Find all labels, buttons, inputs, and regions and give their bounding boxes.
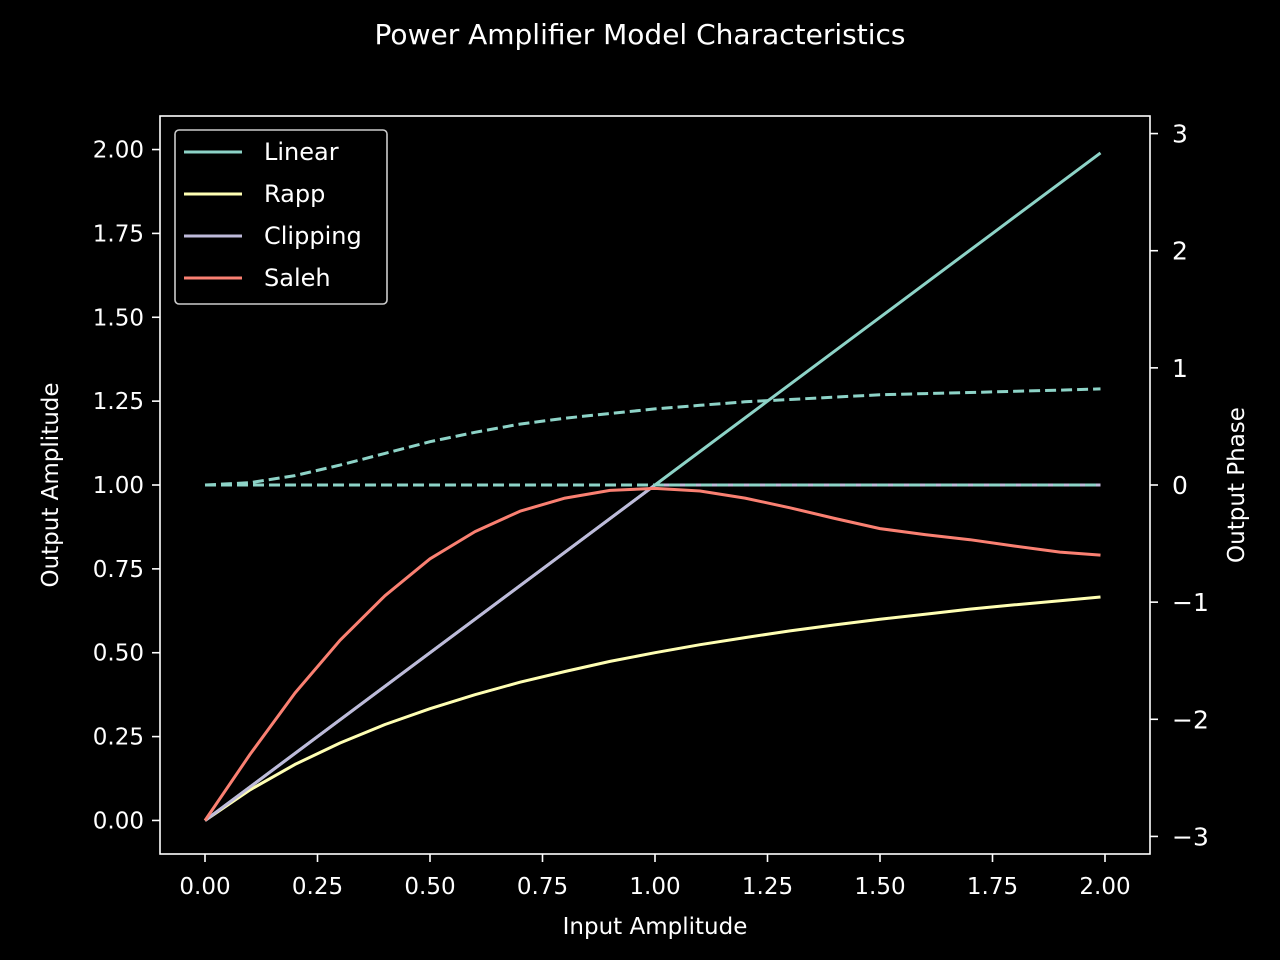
y-tick-label: 0.00 — [93, 808, 144, 834]
y2-tick-label: 0 — [1172, 471, 1188, 500]
x-tick-label: 2.00 — [1079, 874, 1130, 900]
x-tick-label: 1.00 — [629, 874, 680, 900]
y2-tick-label: −3 — [1172, 822, 1209, 851]
y-axis-right: −3 −2 −1 0 1 2 3 — [1150, 120, 1209, 851]
x-tick-label: 1.50 — [854, 874, 905, 900]
legend-label: Saleh — [264, 264, 331, 292]
legend-box — [174, 129, 388, 305]
x-tick-label: 0.75 — [517, 874, 568, 900]
y-tick-label: 0.25 — [93, 725, 144, 751]
series-layer — [203, 151, 1102, 822]
legend-label: Clipping — [264, 222, 362, 250]
y-tick-label: 1.50 — [93, 305, 144, 331]
y-tick-label: 1.00 — [93, 473, 144, 499]
y-tick-label: 1.25 — [93, 389, 144, 415]
y-tick-label: 2.00 — [93, 138, 144, 164]
x-axis-title: Input Amplitude — [563, 914, 748, 940]
x-tick-label: 1.25 — [742, 874, 793, 900]
y2-tick-label: −2 — [1172, 705, 1209, 734]
y-tick-label: 1.75 — [93, 221, 144, 247]
x-tick-label: 0.00 — [179, 874, 230, 900]
y2-tick-label: −1 — [1172, 588, 1209, 617]
series-line-rapp — [204, 595, 1101, 822]
y-tick-label: 0.50 — [93, 641, 144, 667]
x-tick-label: 1.75 — [967, 874, 1018, 900]
y-tick-label: 0.75 — [93, 557, 144, 583]
legend: Linear Rapp Clipping Saleh — [174, 129, 388, 305]
y2-tick-label: 3 — [1172, 120, 1188, 149]
series-line-dashed-4 — [204, 387, 1101, 487]
y2-tick-label: 2 — [1172, 237, 1188, 266]
y-axis-left: 0.00 0.25 0.50 0.75 1.00 1.25 1.50 1.75 2.00 — [93, 138, 160, 834]
legend-label: Rapp — [264, 180, 325, 208]
x-tick-label: 0.25 — [292, 874, 343, 900]
y-axis-title: Output Amplitude — [38, 382, 64, 587]
series-line-saleh — [203, 486, 1101, 822]
legend-label: Linear — [264, 138, 339, 166]
x-tick-label: 0.50 — [404, 874, 455, 900]
y2-axis-title: Output Phase — [1224, 407, 1250, 563]
y2-tick-label: 1 — [1172, 354, 1188, 383]
chart-title: Power Amplifier Model Characteristics — [375, 18, 906, 51]
x-axis: 0.00 0.25 0.50 0.75 1.00 1.25 1.50 1.75 2.00 — [179, 854, 1131, 900]
